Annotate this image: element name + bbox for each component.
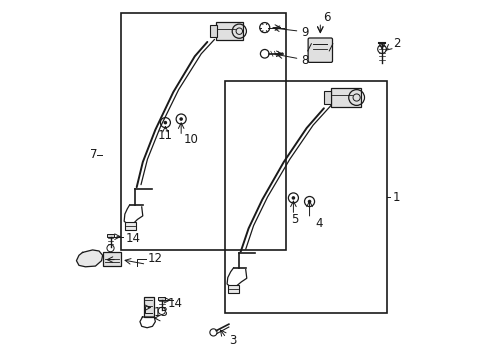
Text: 11: 11: [157, 129, 172, 142]
Circle shape: [292, 196, 295, 200]
Bar: [125, 222, 136, 230]
Bar: [331, 87, 361, 107]
Circle shape: [179, 117, 183, 121]
Bar: [122, 13, 286, 250]
Text: 14: 14: [168, 297, 183, 310]
Text: 13: 13: [153, 306, 168, 319]
Text: 10: 10: [183, 133, 198, 146]
Circle shape: [164, 121, 167, 125]
Bar: [107, 234, 114, 237]
Text: 9: 9: [302, 27, 309, 40]
Bar: [103, 252, 122, 266]
Bar: [210, 25, 217, 37]
FancyBboxPatch shape: [308, 38, 333, 62]
Bar: [323, 91, 331, 104]
Text: 8: 8: [302, 54, 309, 67]
Polygon shape: [76, 250, 102, 267]
Bar: [228, 285, 239, 293]
Circle shape: [308, 200, 311, 203]
Bar: [216, 22, 244, 40]
Text: 7: 7: [90, 148, 98, 161]
Text: 14: 14: [126, 231, 141, 244]
Text: 3: 3: [229, 334, 236, 347]
Text: 1: 1: [393, 191, 400, 204]
Text: 4: 4: [315, 217, 322, 230]
Bar: [225, 81, 387, 313]
Bar: [158, 297, 166, 300]
Text: 5: 5: [291, 213, 298, 226]
Text: 12: 12: [147, 252, 163, 265]
Text: 6: 6: [323, 12, 331, 24]
Bar: [144, 297, 154, 317]
Text: 2: 2: [393, 37, 400, 50]
